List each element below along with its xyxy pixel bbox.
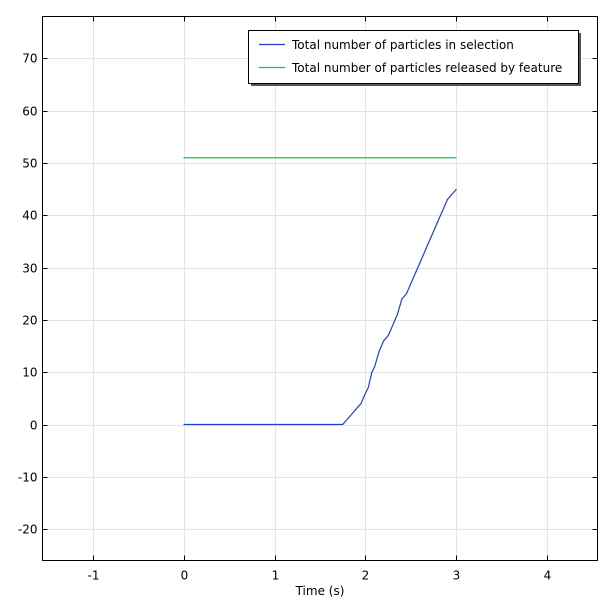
y-tick-label: -10 [18,471,38,485]
legend-label-released: Total number of particles released by fe… [291,61,562,75]
x-tick-label: -1 [88,569,100,583]
y-tick-label: 20 [22,314,37,328]
x-tick-label: 1 [272,569,280,583]
x-tick-label: 2 [362,569,370,583]
x-tick-label: 0 [181,569,189,583]
y-tick-label: 70 [22,52,37,66]
x-tick-label: 4 [544,569,552,583]
grid-layer [42,16,598,561]
x-axis-label: Time (s) [295,584,345,598]
x-tick-label: 3 [453,569,461,583]
y-tick-label: 40 [22,209,37,223]
legend: Total number of particles in selection T… [248,30,581,86]
legend-label-selection: Total number of particles in selection [291,38,514,52]
plot-frame [42,16,598,561]
y-tick-label: 60 [22,105,37,119]
y-tick-label: 30 [22,262,37,276]
series-layer [183,157,457,426]
series-line-selection [183,188,457,426]
legend-box [248,30,579,84]
y-tick-label: 10 [22,366,37,380]
y-tick-label: 50 [22,157,37,171]
y-tick-label: 0 [30,419,38,433]
y-tick-label: -20 [18,523,38,537]
